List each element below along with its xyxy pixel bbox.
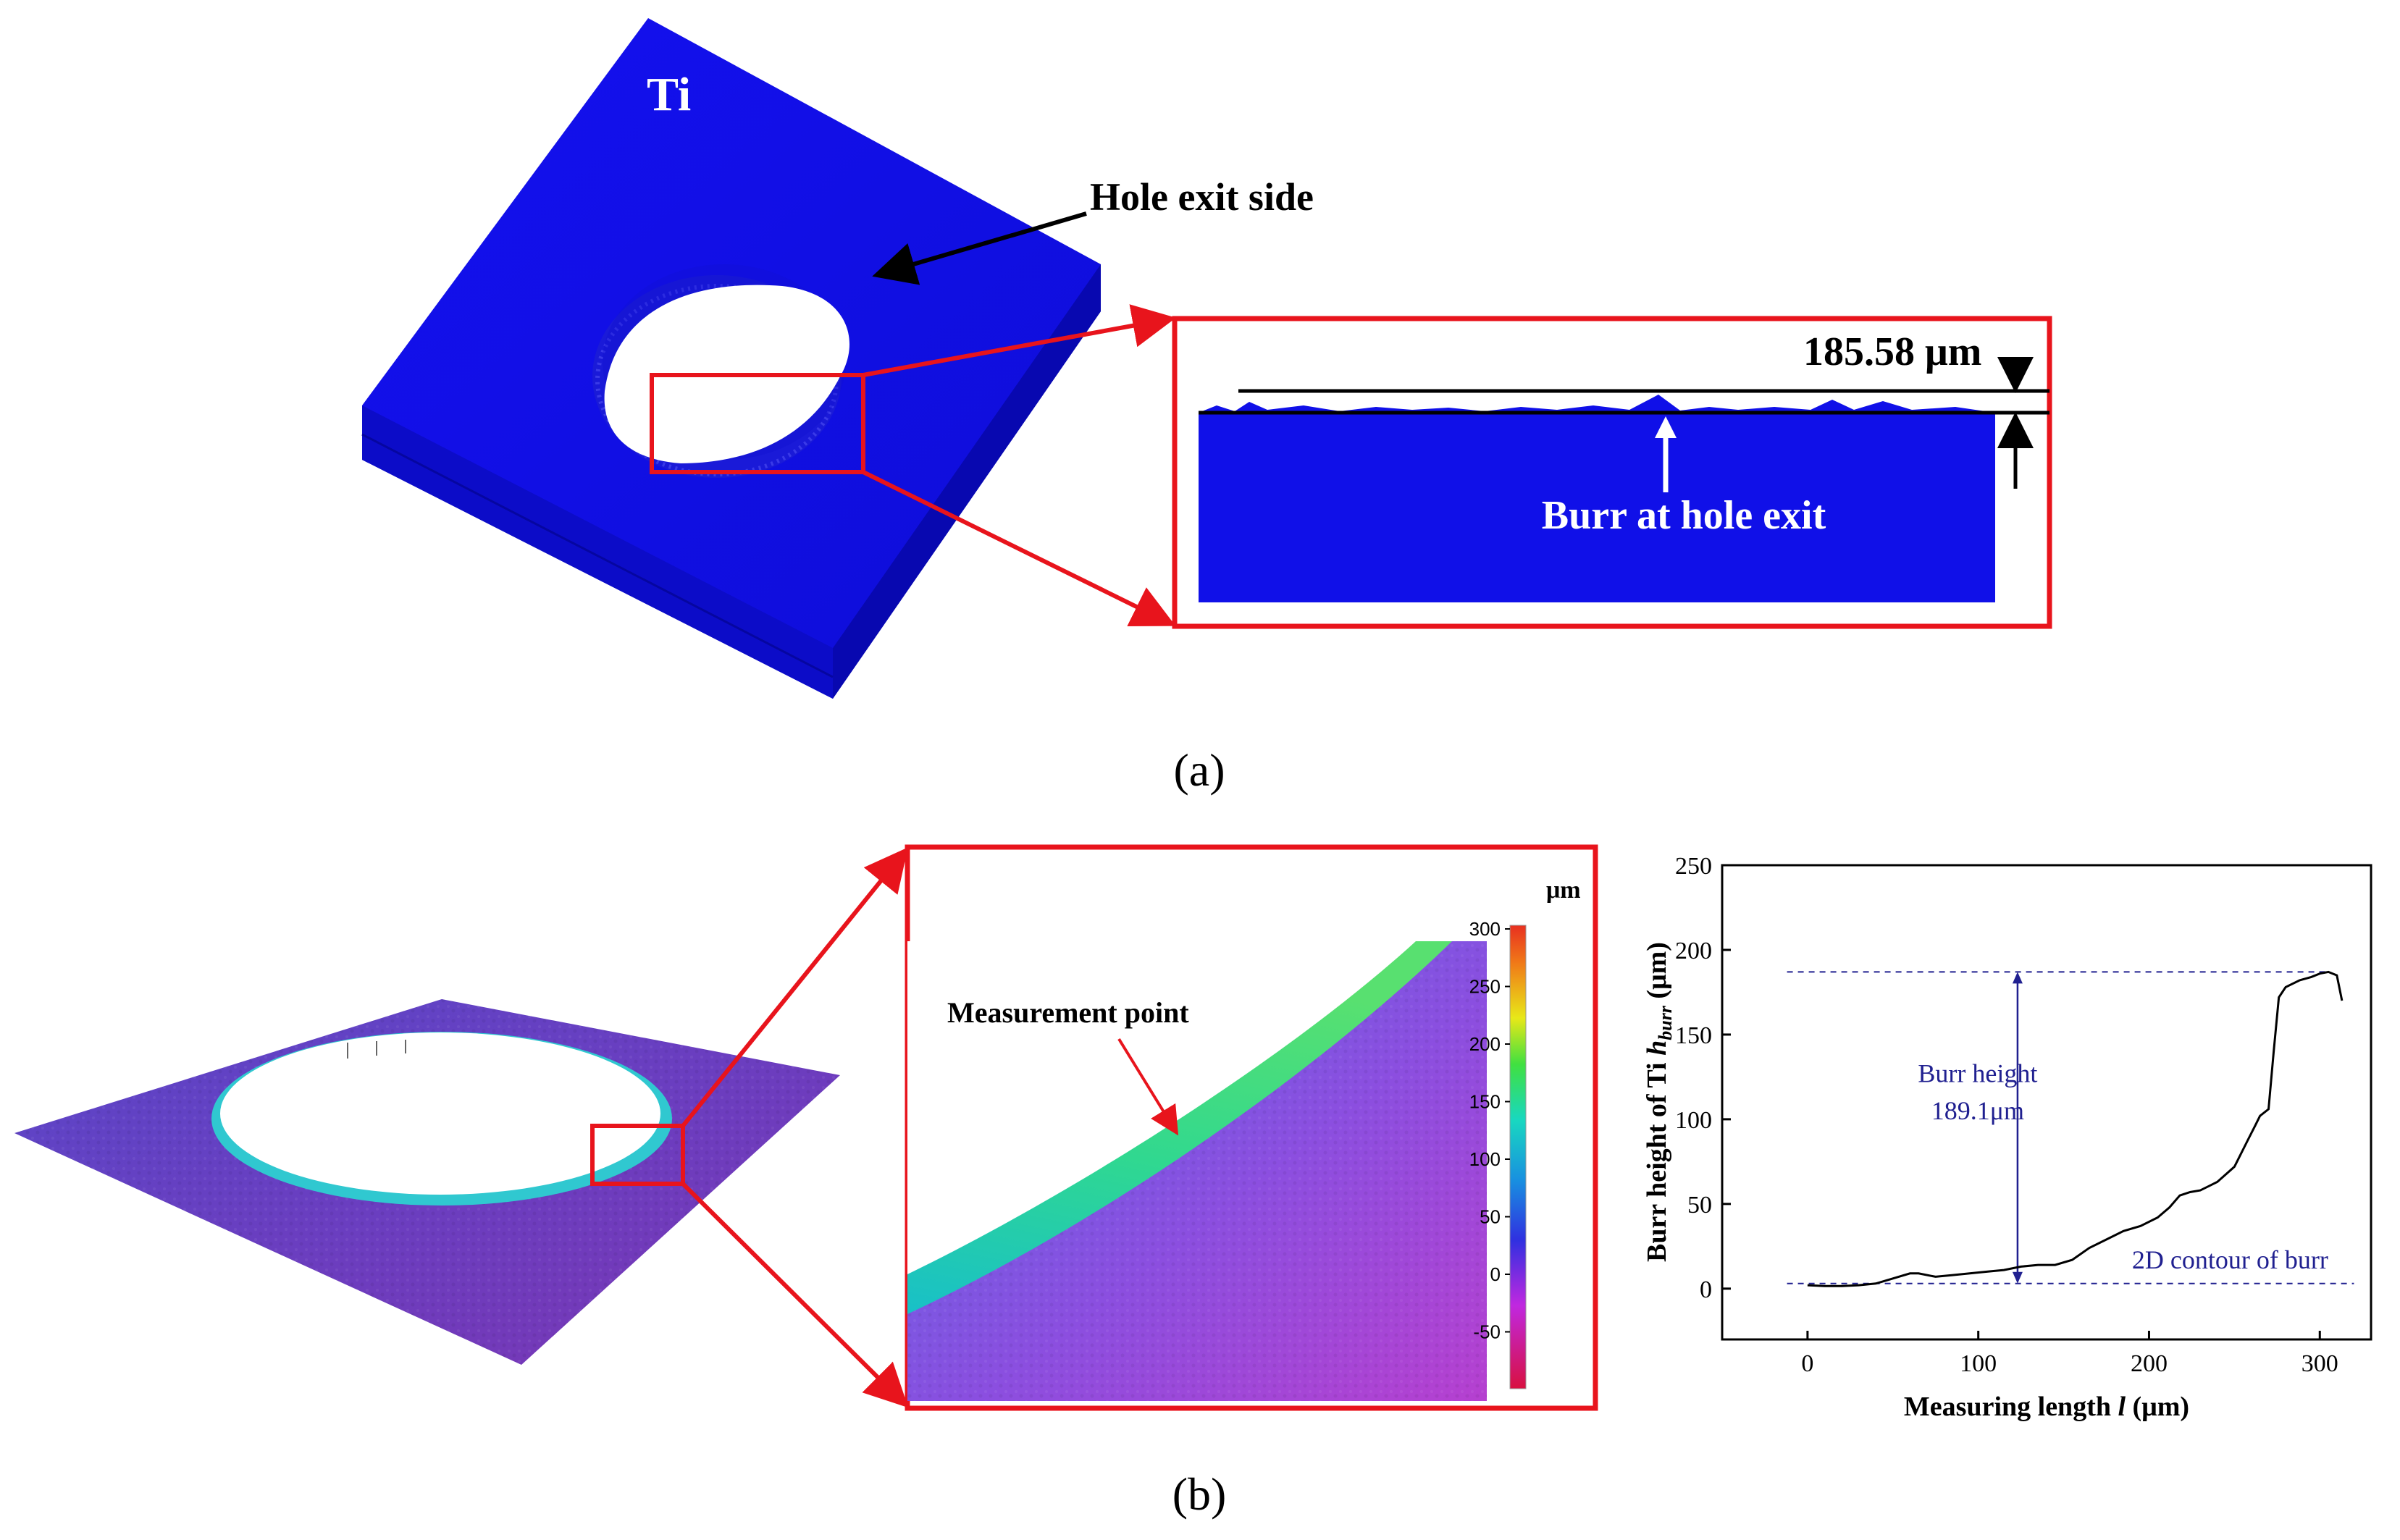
colorbar-tick-label: 250	[1469, 976, 1501, 998]
colorbar-ticks: 300 250 200 150 100 50 0 -50	[1469, 918, 1510, 1343]
chart-xlabel: Measuring length l (μm)	[1904, 1392, 2189, 1422]
ti-block-3d	[361, 18, 1101, 699]
cross-section	[1199, 413, 1995, 602]
x-tick-label: 200	[2131, 1350, 2168, 1377]
y-tick-label: 250	[1675, 853, 1712, 880]
y-tick-label: 100	[1675, 1107, 1712, 1134]
material-label: Ti	[647, 68, 691, 121]
colorbar-unit: μm	[1546, 877, 1581, 904]
burr-height-chart: 0 100 200 300 0 50 100 150 200 250 Burr height 189…	[1642, 853, 2372, 1422]
x-tick-label: 100	[1960, 1350, 1997, 1377]
burr-label: Burr at hole exit	[1542, 493, 1826, 538]
colorbar-tick-label: 200	[1469, 1033, 1501, 1055]
chart-axes: 0 100 200 300 0 50 100 150 200 250	[1675, 853, 2338, 1377]
y-tick-label: 0	[1700, 1276, 1712, 1303]
burr-contour-line	[1807, 970, 2344, 1287]
colorbar-tick-label: 0	[1490, 1263, 1501, 1285]
y-tick-label: 150	[1675, 1022, 1712, 1049]
zoom-line-top-b	[681, 847, 908, 1127]
panel-a: Ti Hole exit side 185.58 μm Burr at hole…	[361, 18, 2052, 796]
chart-ylabel: Burr height of Ti hburr (μm)	[1642, 942, 1676, 1262]
caption-a: (a)	[1173, 744, 1225, 796]
burr-height-annotation-value: 189.1μm	[1931, 1096, 2024, 1125]
hole-opening-b	[220, 1032, 660, 1195]
colorbar-tick-label: -50	[1473, 1321, 1501, 1343]
y-tick-label: 200	[1675, 938, 1712, 964]
y-tick-label: 50	[1687, 1192, 1712, 1219]
measurement-point-label: Measurement point	[947, 996, 1189, 1029]
hole-exit-arrow	[872, 211, 1087, 285]
hole-exit-label: Hole exit side	[1090, 175, 1314, 219]
burr-height-value: 185.58 μm	[1803, 329, 1981, 374]
burr-height-annotation: Burr height	[1918, 1059, 2037, 1087]
colorbar-tick-label: 150	[1469, 1091, 1501, 1113]
zoom-region-a	[650, 373, 865, 474]
chart-frame	[1721, 864, 2372, 1341]
colorbar-tick-label: 50	[1480, 1206, 1501, 1228]
chart-annotations: Burr height 189.1μm 2D contour of burr	[1787, 971, 2354, 1284]
burr-ridge	[907, 941, 1452, 1314]
zoom-line-bottom-a	[862, 470, 1176, 627]
zoom-region-b	[590, 1124, 685, 1186]
plate-3d	[14, 999, 840, 1365]
caption-b: (b)	[1172, 1468, 1227, 1520]
measurement-point-arrow	[1117, 1038, 1179, 1136]
x-tick-label: 300	[2302, 1350, 2338, 1377]
contour-annotation: 2D contour of burr	[2132, 1245, 2328, 1274]
colorbar: μm 300 250 200 150 100 50 0 -50	[1469, 877, 1581, 1389]
colorbar-tick-label: 300	[1469, 918, 1501, 940]
x-tick-label: 0	[1801, 1350, 1813, 1377]
zoom-line-bottom-b	[681, 1182, 909, 1408]
zoom-line-top-a	[863, 304, 1176, 377]
colorbar-tick-label: 100	[1469, 1148, 1501, 1170]
panel-b: Measurement point μm 300 250 200 150 100 50 0 -…	[14, 844, 2372, 1520]
